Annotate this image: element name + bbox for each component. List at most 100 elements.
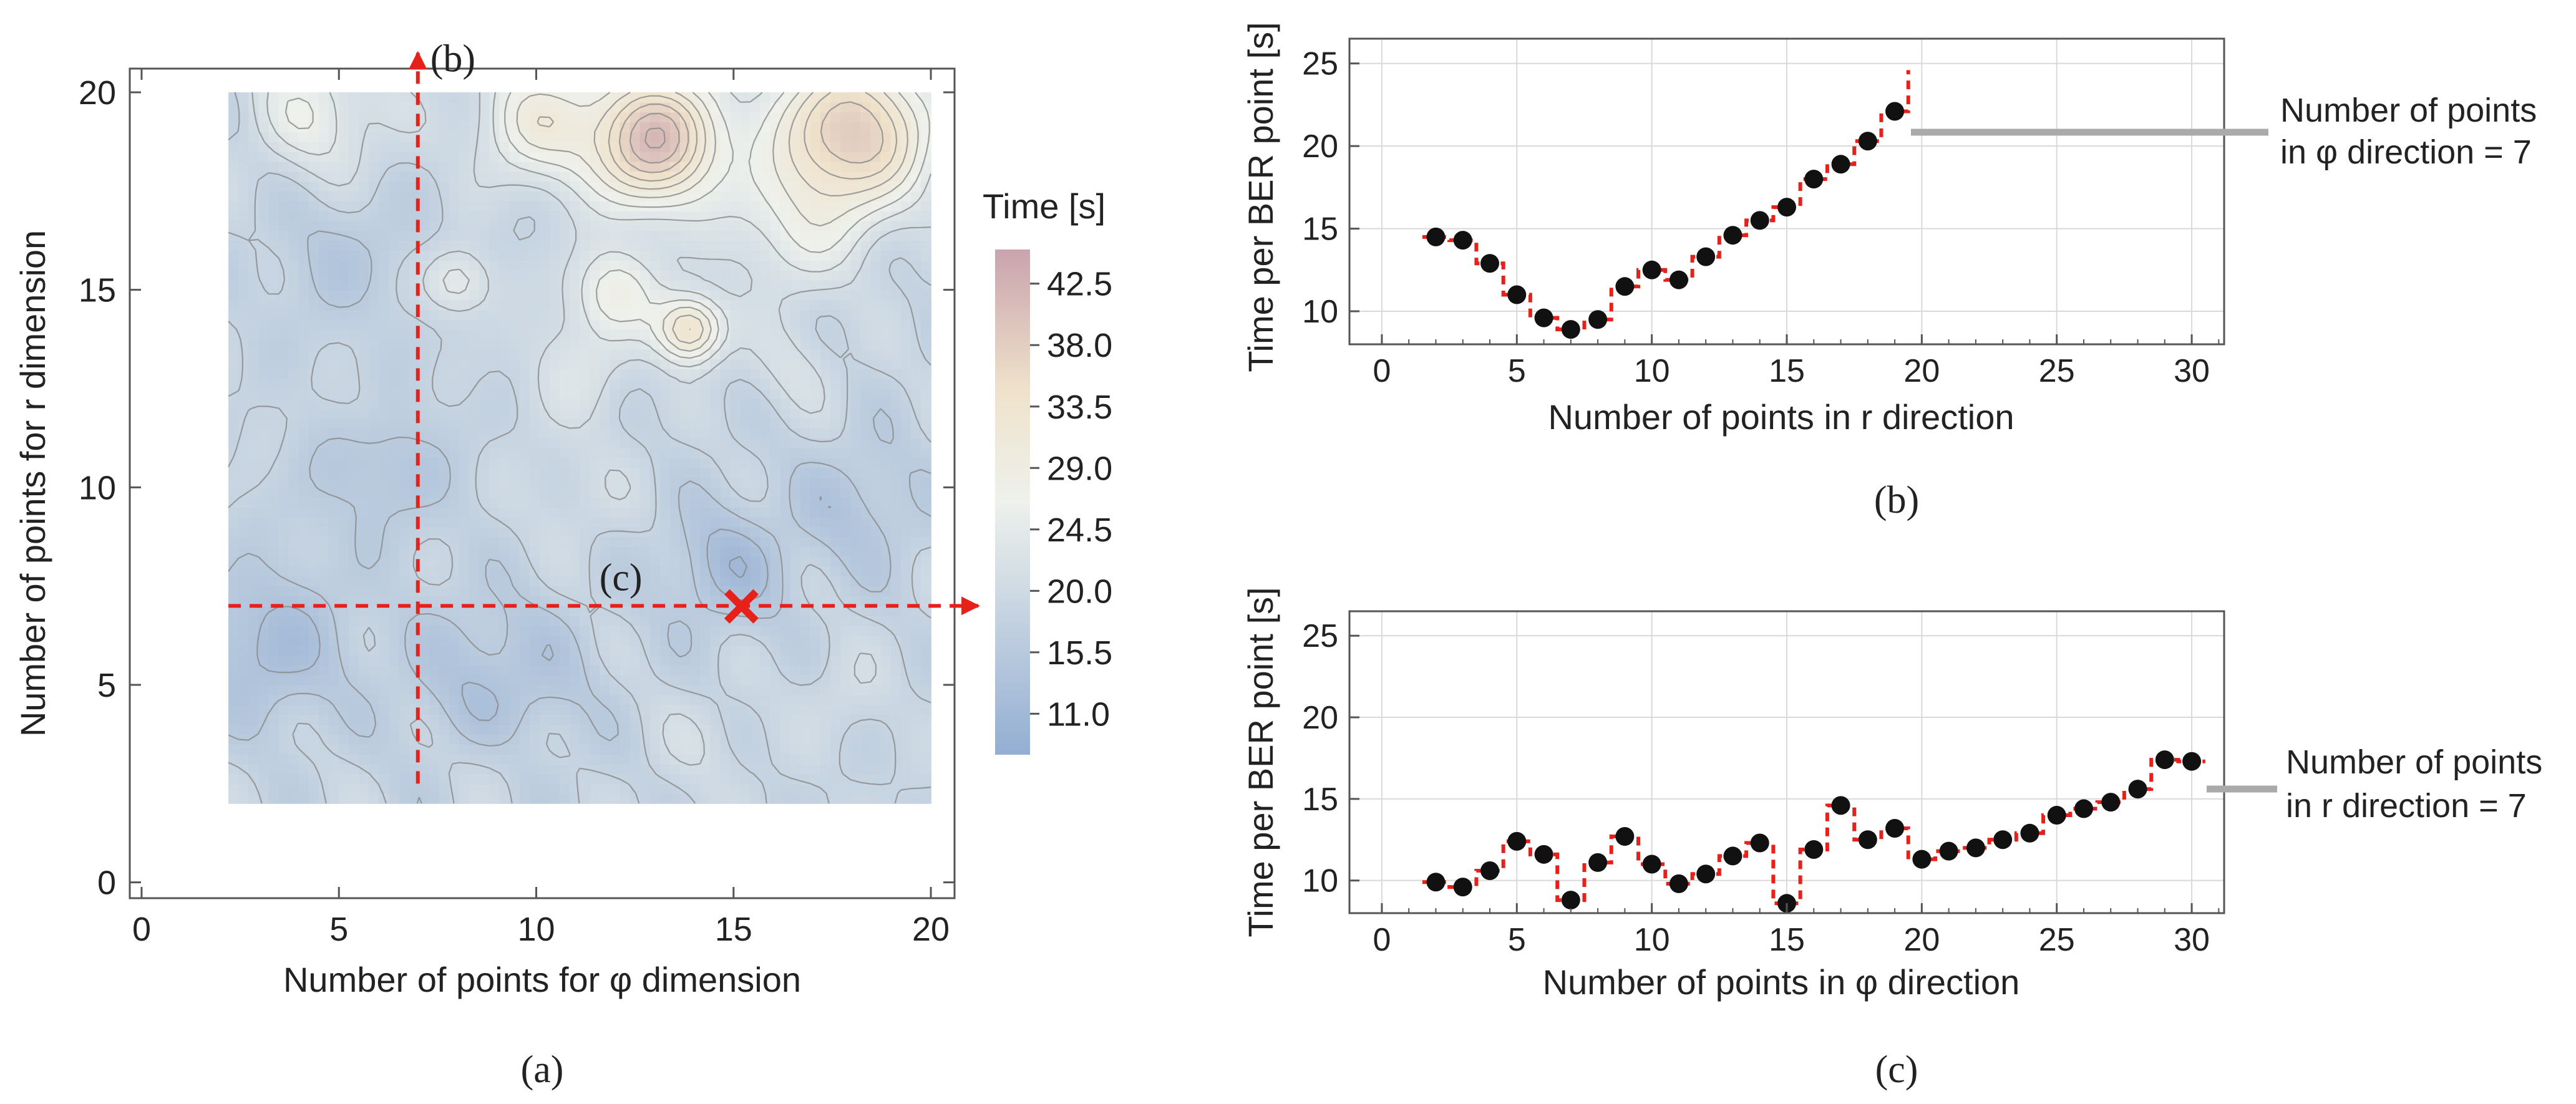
heatmap-cell <box>900 793 911 804</box>
heatmap-cell <box>760 497 771 508</box>
heatmap-cell <box>830 685 842 695</box>
heatmap-cell <box>228 92 239 103</box>
heatmap-cell <box>369 299 380 311</box>
heatmap-cell <box>639 171 651 182</box>
heatmap-cell <box>449 191 460 201</box>
heatmap-cell <box>349 152 359 162</box>
heatmap-cell <box>329 152 339 162</box>
heatmap-cell <box>439 586 450 597</box>
heatmap-cell <box>730 112 741 123</box>
heatmap-cell <box>580 359 590 370</box>
heatmap-cell <box>439 448 450 458</box>
heatmap-cell <box>298 349 309 360</box>
heatmap-cell <box>910 477 921 488</box>
heatmap-cell <box>570 181 580 192</box>
heatmap-cell <box>921 289 931 301</box>
heatmap-cell <box>700 714 711 725</box>
heatmap-cell <box>559 457 570 468</box>
heatmap-cell <box>238 665 250 675</box>
heatmap-cell <box>519 724 530 735</box>
heatmap-cell <box>620 516 631 528</box>
heatmap-cell <box>750 102 761 113</box>
heatmap-cell <box>610 132 621 142</box>
heatmap-cell <box>840 181 852 192</box>
heatmap-cell <box>690 132 701 142</box>
heatmap-cell <box>620 596 631 607</box>
heatmap-cell <box>349 655 359 666</box>
heatmap-cell <box>700 586 711 597</box>
heatmap-cell <box>429 685 440 695</box>
heatmap-cell <box>439 616 450 626</box>
heatmap-cell <box>429 665 440 675</box>
heatmap-cell <box>770 270 781 281</box>
heatmap-cell <box>349 744 359 755</box>
heatmap-cell <box>509 606 520 616</box>
heatmap-cell <box>349 339 359 350</box>
heatmap-cell <box>559 616 570 626</box>
heatmap-cell <box>359 606 370 616</box>
heatmap-cell <box>900 211 911 221</box>
heatmap-cell <box>880 379 892 389</box>
heatmap-cell <box>349 665 359 675</box>
heatmap-cell <box>308 793 319 804</box>
heatmap-cell <box>509 753 520 765</box>
heatmap-cell <box>700 773 711 785</box>
heatmap-cell <box>479 655 490 666</box>
heatmap-cell <box>669 279 681 291</box>
heatmap-cell <box>278 635 289 646</box>
heatmap-cell <box>469 477 480 488</box>
heatmap-cell <box>469 487 480 498</box>
heatmap-cell <box>278 507 289 518</box>
heatmap-cell <box>288 645 299 656</box>
heatmap-cell <box>730 685 741 695</box>
heatmap-cell <box>349 457 359 468</box>
heatmap-cell <box>389 724 400 735</box>
heatmap-cell <box>921 250 931 261</box>
heatmap-cell <box>359 586 370 597</box>
heatmap-cell <box>318 211 329 221</box>
heatmap-cell <box>549 438 560 448</box>
heatmap-cell <box>258 152 270 162</box>
heatmap-cell <box>780 616 791 626</box>
heatmap-cell <box>669 289 681 301</box>
heatmap-cell <box>288 487 299 498</box>
heatmap-cell <box>720 398 731 409</box>
heatmap-cell <box>559 122 570 133</box>
heatmap-cell <box>620 428 631 438</box>
heatmap-cell <box>559 448 570 458</box>
heatmap-cell <box>800 576 811 587</box>
heatmap-cell <box>228 349 239 360</box>
heatmap-cell <box>298 102 309 113</box>
heatmap-cell <box>679 773 691 785</box>
heatmap-cell <box>790 753 801 765</box>
heatmap-cell <box>268 576 279 587</box>
heatmap-cell <box>389 645 400 656</box>
heatmap-cell <box>810 556 821 567</box>
heatmap-cell <box>770 319 781 330</box>
heatmap-cell <box>288 635 299 646</box>
heatmap-cell <box>509 516 520 528</box>
heatmap-cell <box>449 309 460 320</box>
heatmap-cell <box>499 783 510 794</box>
heatmap-cell <box>730 220 741 231</box>
heatmap-cell <box>610 596 621 607</box>
heatmap-cell <box>820 744 831 755</box>
heatmap-cell <box>369 329 380 340</box>
heatmap-cell <box>590 220 601 231</box>
heatmap-cell <box>910 704 921 715</box>
heatmap-cell <box>800 536 811 548</box>
heatmap-cell <box>499 102 510 113</box>
heatmap-cell <box>850 408 862 419</box>
heatmap-cell <box>409 675 420 685</box>
heatmap-cell <box>820 201 831 211</box>
heatmap-cell <box>820 655 831 666</box>
heatmap-cell <box>459 299 470 311</box>
heatmap-cell <box>710 616 721 626</box>
heatmap-cell <box>620 744 631 755</box>
heatmap-cell <box>228 744 239 755</box>
heatmap-cell <box>379 309 390 320</box>
heatmap-cell <box>860 507 872 518</box>
heatmap-cell <box>399 220 410 231</box>
heatmap-cell <box>921 201 931 211</box>
heatmap-cell <box>770 477 781 488</box>
